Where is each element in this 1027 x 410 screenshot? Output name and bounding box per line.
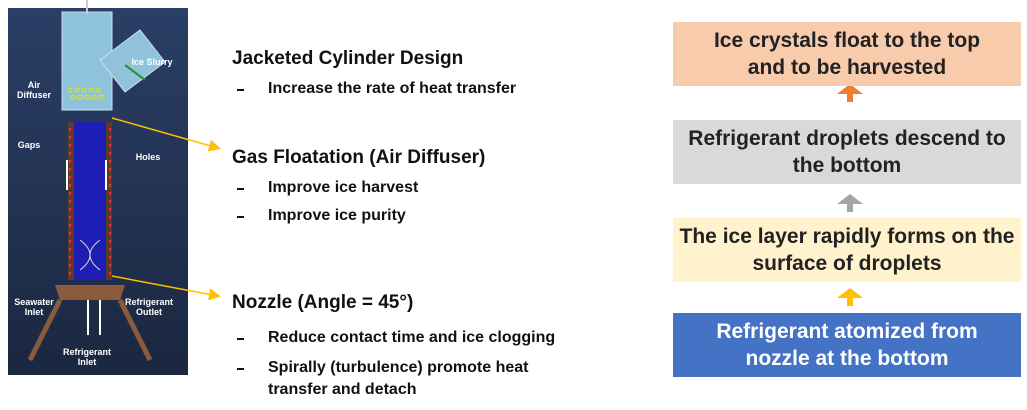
feature-point: Increase the rate of heat transfer [268, 80, 517, 97]
flow-arrow-up [837, 194, 863, 212]
bullet [237, 368, 244, 370]
process-step: Refrigerant atomized from nozzle at the … [673, 313, 1021, 377]
label: Holes [135, 152, 161, 162]
process-step: Ice crystals float to the top and to be … [673, 22, 1021, 86]
feature-title: Gas Floatation (Air Diffuser) [232, 147, 486, 168]
step-text: Refrigerant atomized from nozzle at the … [716, 320, 978, 370]
pointer-arrow [111, 275, 221, 301]
leg [117, 298, 153, 362]
label: Refrigerant Inlet [62, 347, 111, 367]
label: Seawater Inlet [14, 297, 54, 317]
bullet [237, 338, 244, 340]
diffuser-holes [67, 87, 104, 100]
pointer-arrow [111, 117, 221, 152]
process-step: Refrigerant droplets descend to the bott… [673, 120, 1021, 184]
flow-arrow-up [837, 288, 863, 306]
feature-point: Spirally (turbulence) promote heat trans… [268, 359, 529, 398]
leg [27, 298, 63, 362]
bullet [237, 188, 244, 190]
feature-title: Jacketed Cylinder Design [232, 48, 464, 69]
process-step: The ice layer rapidly forms on the surfa… [673, 218, 1021, 282]
base [55, 285, 125, 300]
step-text: The ice layer rapidly forms on the surfa… [679, 225, 1015, 275]
spiral [79, 239, 101, 271]
flow-arrow-up [837, 84, 863, 102]
step-text: Ice crystals float to the top and to be … [713, 29, 981, 79]
bullet [237, 216, 244, 218]
feature-point: Improve ice harvest [268, 179, 419, 196]
label: Gaps [17, 140, 41, 150]
step-text: Refrigerant droplets descend to the bott… [688, 127, 1006, 177]
feature-title: Nozzle (Angle = 45°) [232, 292, 414, 313]
flow-arrow [124, 64, 146, 81]
label: Ice Slurry [131, 57, 173, 67]
feature-point: Reduce contact time and ice clogging [268, 329, 556, 346]
label: Air Diffuser [16, 80, 51, 100]
feature-point: Improve ice purity [268, 207, 406, 224]
bullet [237, 89, 244, 91]
label: Refrigerant Outlet [124, 297, 173, 317]
slurry-outlet [99, 29, 166, 93]
